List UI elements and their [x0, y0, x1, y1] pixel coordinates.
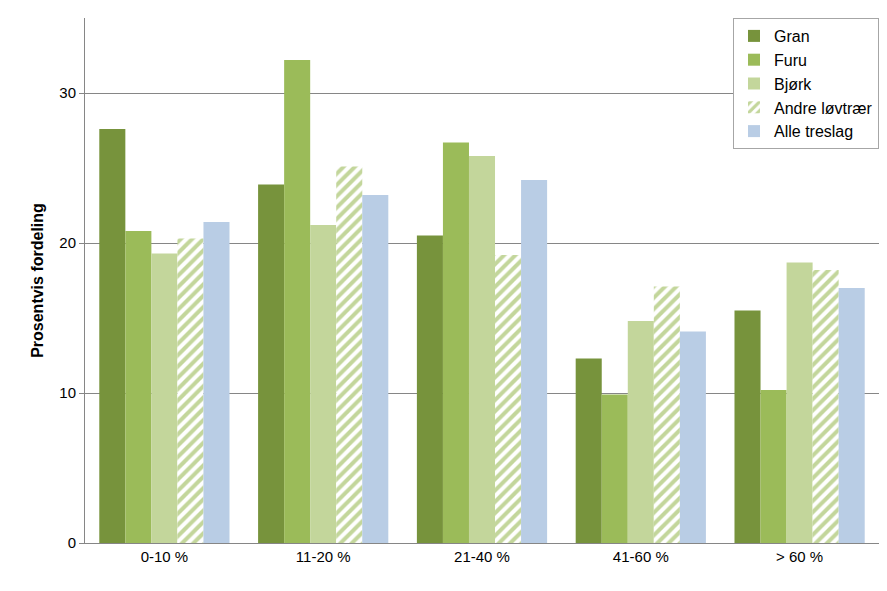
svg-text:0: 0 — [68, 534, 76, 551]
svg-text:0-10 %: 0-10 % — [141, 548, 189, 565]
svg-text:20: 20 — [59, 234, 76, 251]
svg-text:10: 10 — [59, 384, 76, 401]
svg-text:Alle treslag: Alle treslag — [774, 123, 853, 140]
svg-text:Gran: Gran — [774, 28, 810, 45]
svg-text:41-60 %: 41-60 % — [613, 548, 669, 565]
svg-text:Prosentvis fordeling: Prosentvis fordeling — [29, 203, 46, 358]
svg-text:Andre løvtrær: Andre løvtrær — [774, 100, 872, 117]
svg-text:11-20 %: 11-20 % — [296, 548, 351, 565]
svg-text:21-40 %: 21-40 % — [454, 548, 510, 565]
svg-text:30: 30 — [59, 84, 76, 101]
svg-text:Furu: Furu — [774, 52, 807, 69]
svg-text:> 60 %: > 60 % — [776, 548, 823, 565]
svg-text:Bjørk: Bjørk — [774, 76, 812, 93]
